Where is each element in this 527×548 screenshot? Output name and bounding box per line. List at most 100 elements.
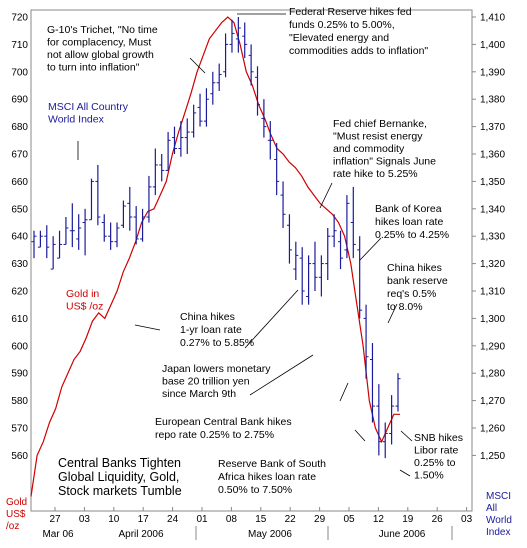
msci-ohlc-bar bbox=[344, 195, 350, 259]
month-label: June 2006 bbox=[379, 529, 426, 540]
annotation-leader-line bbox=[354, 429, 366, 442]
annotation-leader-line bbox=[249, 354, 314, 396]
gold-axis-title: Gold bbox=[6, 497, 27, 508]
msci-ohlc-bar bbox=[120, 200, 126, 228]
gold-tick-label: 710 bbox=[11, 40, 28, 51]
msci-ohlc-bar bbox=[114, 222, 120, 248]
msci-ohlc-bar bbox=[306, 255, 312, 305]
msci-ohlc-bar bbox=[229, 19, 235, 53]
annotation-line: Fed chief Bernanke, bbox=[333, 118, 427, 130]
annotation-line: since March 9th bbox=[162, 388, 236, 400]
msci-ohlc-bar bbox=[331, 214, 337, 248]
msci-ohlc-bar bbox=[280, 181, 286, 228]
annotation-line: 0.25% to bbox=[414, 457, 456, 469]
msci-ohlc-bar bbox=[95, 164, 101, 226]
msci-ohlc-bar bbox=[293, 241, 299, 281]
msci-ohlc-bar bbox=[338, 230, 344, 270]
msci-ohlc-bar bbox=[69, 203, 75, 248]
annotation-line: 1-yr loan rate bbox=[180, 324, 242, 336]
gold-tick-label: 680 bbox=[11, 122, 28, 133]
msci-ohlc-bar bbox=[395, 373, 401, 412]
right-axis: 1,410 1,400 1,390 1,380 1,370 1,360 1,350 1,340… bbox=[472, 13, 512, 538]
annotation-line: to 8.0% bbox=[387, 301, 423, 313]
msci-ohlc-bar bbox=[127, 186, 133, 231]
gold-tick-label: 620 bbox=[11, 287, 28, 298]
gold-tick-label: 690 bbox=[11, 95, 28, 106]
plot-border bbox=[30, 9, 473, 512]
annotation-line: G-10's Trichet, "No time bbox=[47, 24, 158, 36]
month-label: Mar 06 bbox=[42, 529, 74, 540]
annotation-line: Africa hikes loan rate bbox=[218, 471, 316, 483]
x-tick-label: 03 bbox=[461, 514, 473, 525]
annotation-line: Japan lowers monetary bbox=[162, 363, 271, 375]
msci-ohlc-bar bbox=[165, 132, 171, 171]
x-tick-label: 01 bbox=[196, 514, 208, 525]
gold-tick-label: 610 bbox=[11, 314, 28, 325]
msci-ohlc-bar bbox=[184, 118, 190, 154]
annotation-line: Reserve Bank of South bbox=[218, 458, 326, 470]
annotation-line: inflation" Signals June bbox=[333, 156, 436, 168]
msci-ohlc-bar bbox=[210, 71, 216, 105]
msci-ohlc-bar bbox=[382, 422, 388, 459]
annotation-line: "Elevated energy and bbox=[289, 32, 389, 44]
x-tick-label: 17 bbox=[138, 514, 150, 525]
msci-ohlc-bar bbox=[248, 44, 254, 86]
annotation-line: for complacency, Must bbox=[47, 37, 151, 49]
gold-tick-label: 580 bbox=[11, 396, 28, 407]
annotation-line: to turn into inflation" bbox=[47, 62, 140, 74]
msci-tick-label: 1,260 bbox=[480, 424, 505, 435]
annotation-line: funds 0.25% to 5.00%, bbox=[289, 19, 395, 31]
x-tick-label: 29 bbox=[314, 514, 326, 525]
gold-tick-label: 720 bbox=[11, 13, 28, 24]
annotation-line: European Central Bank hikes bbox=[155, 416, 292, 428]
gold-tick-label: 650 bbox=[11, 204, 28, 215]
msci-ohlc-bar bbox=[140, 208, 146, 242]
gold-tick-label: 590 bbox=[11, 369, 28, 380]
annotation-line: 1.50% bbox=[414, 470, 444, 482]
msci-tick-label: 1,350 bbox=[480, 177, 505, 188]
msci-ohlc-bar bbox=[146, 175, 152, 223]
msci-tick-label: 1,280 bbox=[480, 369, 505, 380]
x-tick-label: 27 bbox=[49, 514, 61, 525]
msci-tick-label: 1,410 bbox=[480, 13, 505, 24]
msci-axis-title: Index bbox=[486, 527, 510, 538]
msci-ohlc-bar bbox=[50, 236, 56, 270]
msci-tick-label: 1,380 bbox=[480, 95, 505, 106]
annotation-line: Stock markets Tumble bbox=[58, 484, 182, 498]
msci-ohlc-bar bbox=[44, 225, 50, 259]
annotation-line: rate hike to 5.25% bbox=[333, 168, 418, 180]
msci-ohlc-bar bbox=[178, 121, 184, 157]
gold-tick-label: 630 bbox=[11, 259, 28, 270]
annotation-line: hikes loan rate bbox=[375, 216, 443, 228]
msci-ohlc-bar bbox=[191, 104, 197, 138]
msci-axis-title: MSCI bbox=[486, 491, 511, 502]
gold-tick-label: 560 bbox=[11, 451, 28, 462]
msci-tick-label: 1,400 bbox=[480, 40, 505, 51]
gold-axis-title: US$ bbox=[6, 509, 26, 520]
msci-ohlc-bar bbox=[216, 63, 222, 91]
msci-ohlc-bar bbox=[57, 230, 63, 259]
annotation-line: 0.50% to 7.50% bbox=[218, 484, 292, 496]
x-tick-label: 19 bbox=[402, 514, 414, 525]
msci-axis-title: World bbox=[486, 515, 512, 526]
msci-axis-title: All bbox=[486, 503, 497, 514]
msci-ohlc-bar bbox=[363, 304, 369, 379]
x-tick-label: 15 bbox=[255, 514, 267, 525]
annotation-leader-line bbox=[319, 182, 333, 209]
msci-ohlc-bar bbox=[108, 222, 114, 250]
annotation-line: World Index bbox=[48, 114, 105, 126]
msci-ohlc-bar bbox=[101, 214, 107, 242]
msci-tick-label: 1,270 bbox=[480, 396, 505, 407]
gold-tick-label: 700 bbox=[11, 67, 28, 78]
msci-ohlc-bar bbox=[357, 236, 363, 319]
series-layer bbox=[30, 16, 401, 497]
gold-price-line bbox=[30, 16, 400, 497]
annotation: Fed chief Bernanke,"Must resist energyan… bbox=[333, 118, 436, 180]
